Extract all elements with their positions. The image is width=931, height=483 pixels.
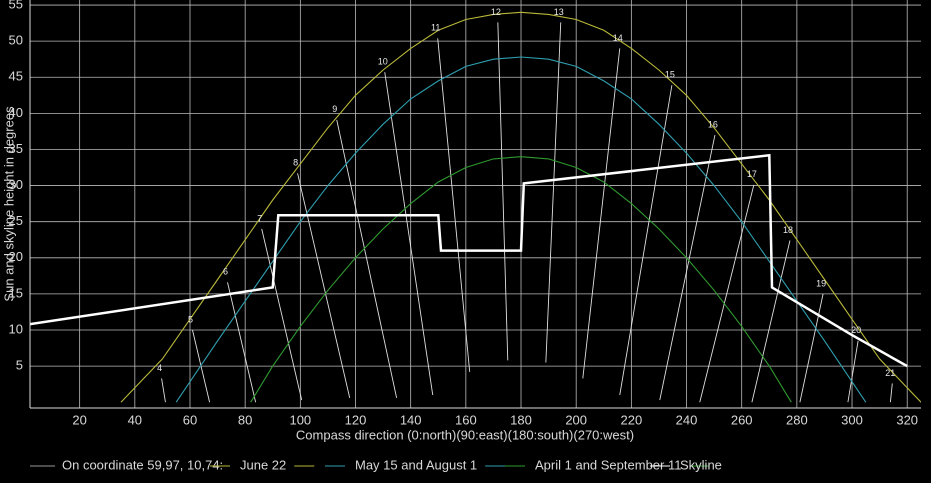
x-tick-label: 60 xyxy=(183,412,197,427)
hour-label: 9 xyxy=(332,104,337,114)
x-tick-label: 20 xyxy=(72,412,86,427)
x-tick-label: 40 xyxy=(128,412,142,427)
y-tick-label: 35 xyxy=(9,141,23,156)
hour-line xyxy=(619,85,673,396)
series-line xyxy=(175,56,867,403)
y-tick-label: 5 xyxy=(16,358,23,373)
x-tick-label: 200 xyxy=(565,412,587,427)
hour-line xyxy=(699,184,755,403)
hour-line xyxy=(659,134,716,401)
y-tick-label: 45 xyxy=(9,69,23,84)
hour-label: 5 xyxy=(188,314,193,324)
series-line xyxy=(250,156,792,403)
x-tick-label: 320 xyxy=(896,412,918,427)
y-tick-label: 55 xyxy=(9,0,23,11)
plot-area xyxy=(30,0,921,408)
x-tick-label: 100 xyxy=(289,412,311,427)
hour-label: 15 xyxy=(665,70,675,80)
hour-label: 13 xyxy=(554,7,564,17)
y-tick-label: 50 xyxy=(9,33,23,48)
hour-label: 18 xyxy=(783,225,793,235)
y-tick-label: 20 xyxy=(9,249,23,264)
hour-label: 14 xyxy=(613,33,623,43)
hour-line xyxy=(227,282,257,403)
hour-label: 4 xyxy=(157,363,162,373)
x-tick-label: 80 xyxy=(238,412,252,427)
x-tick-label: 160 xyxy=(455,412,477,427)
hour-label: 12 xyxy=(491,7,501,17)
x-tick-label: 300 xyxy=(841,412,863,427)
hour-label: 6 xyxy=(223,267,228,277)
hour-label: 19 xyxy=(816,278,826,288)
hour-line xyxy=(336,119,398,398)
hour-label: 8 xyxy=(293,158,298,168)
legend-label: Skyline xyxy=(680,457,722,472)
x-tick-label: 180 xyxy=(510,412,532,427)
legend-title: On coordinate 59,97, 10,74: xyxy=(62,457,223,472)
series-line xyxy=(30,153,908,368)
legend-label: May 15 and August 1 xyxy=(355,457,477,472)
hour-line xyxy=(545,22,562,363)
legend-label: June 22 xyxy=(240,457,286,472)
y-tick-label: 30 xyxy=(9,177,23,192)
y-tick-label: 40 xyxy=(9,105,23,120)
hour-line xyxy=(384,72,434,396)
hour-label: 7 xyxy=(257,213,262,223)
hour-line xyxy=(582,48,621,379)
x-tick-label: 280 xyxy=(786,412,808,427)
x-tick-label: 260 xyxy=(731,412,753,427)
x-tick-label: 240 xyxy=(676,412,698,427)
x-tick-label: 120 xyxy=(345,412,367,427)
hour-line xyxy=(437,38,471,372)
hour-line xyxy=(161,378,166,403)
y-tick-label: 10 xyxy=(9,321,23,336)
hour-line xyxy=(799,293,824,403)
x-axis-label: Compass direction (0:north)(90:east)(180… xyxy=(296,427,634,442)
hour-label: 21 xyxy=(885,368,895,378)
y-tick-label: 15 xyxy=(9,285,23,300)
hour-label: 17 xyxy=(747,169,757,179)
hour-line xyxy=(751,240,791,403)
y-axis-label: Sun and skyline height in degrees xyxy=(1,106,16,302)
x-tick-label: 220 xyxy=(621,412,643,427)
hour-line xyxy=(847,340,859,403)
hour-line xyxy=(261,228,303,401)
x-tick-label: 140 xyxy=(400,412,422,427)
hour-label: 20 xyxy=(851,325,861,335)
legend-label: April 1 and September 11 xyxy=(535,457,681,472)
hour-label: 11 xyxy=(431,23,440,33)
hour-line xyxy=(297,173,351,398)
y-tick-label: 25 xyxy=(9,213,23,228)
hour-label: 10 xyxy=(378,57,388,67)
series-line xyxy=(120,11,921,403)
hour-line xyxy=(497,22,509,361)
hour-line xyxy=(889,383,893,403)
hour-label: 16 xyxy=(708,119,718,129)
